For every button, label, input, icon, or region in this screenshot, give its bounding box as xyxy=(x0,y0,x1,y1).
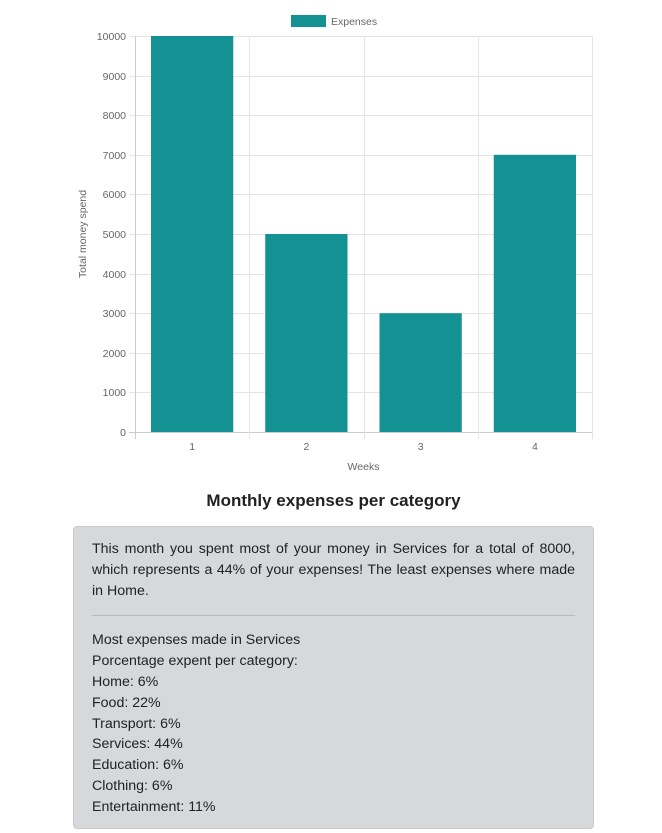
percentage-item: Transport: 6% xyxy=(92,715,181,732)
x-tick-label: 2 xyxy=(303,441,309,453)
bar xyxy=(493,154,577,433)
bar xyxy=(150,36,234,432)
x-tick-label: 4 xyxy=(532,441,538,453)
percentage-item: Entertainment: 11% xyxy=(92,798,216,815)
y-tick-label: 7000 xyxy=(103,150,127,162)
most-expenses-line: Most expenses made in Services xyxy=(92,632,301,649)
legend-label: Expenses xyxy=(331,16,377,28)
section-title: Monthly expenses per category xyxy=(206,491,461,510)
summary-divider xyxy=(92,615,575,617)
x-axis-title: Weeks xyxy=(348,461,380,473)
expenses-bar-chart: 0 1000 2000 3000 4000 5000 6000 7000 8000 9000 100… xyxy=(77,15,593,473)
y-tick-label: 5000 xyxy=(103,229,127,241)
percentage-item: Services: 44% xyxy=(92,736,183,753)
chart-canvas: 0 1000 2000 3000 4000 5000 6000 7000 8000 9000 100… xyxy=(77,15,593,473)
summary-card: This month you spent most of your money … xyxy=(73,526,594,829)
percentage-item: Food: 22% xyxy=(92,694,161,711)
y-axis-title: Total money spend xyxy=(77,190,89,278)
summary-text: This month you spent most of your money … xyxy=(92,541,575,599)
percentage-item: Clothing: 6% xyxy=(92,777,173,794)
y-tick-label: 4000 xyxy=(103,269,127,281)
percentage-heading: Porcentage expent per category: xyxy=(92,653,298,670)
percentage-list: Home: 6% Food: 22% Transport: 6% Service… xyxy=(92,672,575,818)
y-tick-label: 1000 xyxy=(103,387,127,399)
legend-swatch xyxy=(291,15,326,27)
y-tick-label: 6000 xyxy=(103,189,127,201)
percentage-item: Education: 6% xyxy=(92,757,184,774)
percentage-item: Home: 6% xyxy=(92,673,159,690)
bar xyxy=(379,313,462,432)
x-tick-label: 1 xyxy=(189,441,195,453)
y-tick-label: 8000 xyxy=(103,110,127,122)
y-tick-label: 9000 xyxy=(103,71,127,83)
y-tick-label: 0 xyxy=(120,427,126,439)
y-tick-label: 2000 xyxy=(103,348,127,360)
y-tick-label: 10000 xyxy=(97,31,126,43)
y-tick-label: 3000 xyxy=(103,308,127,320)
bar xyxy=(265,234,348,432)
x-tick-label: 3 xyxy=(418,441,424,453)
